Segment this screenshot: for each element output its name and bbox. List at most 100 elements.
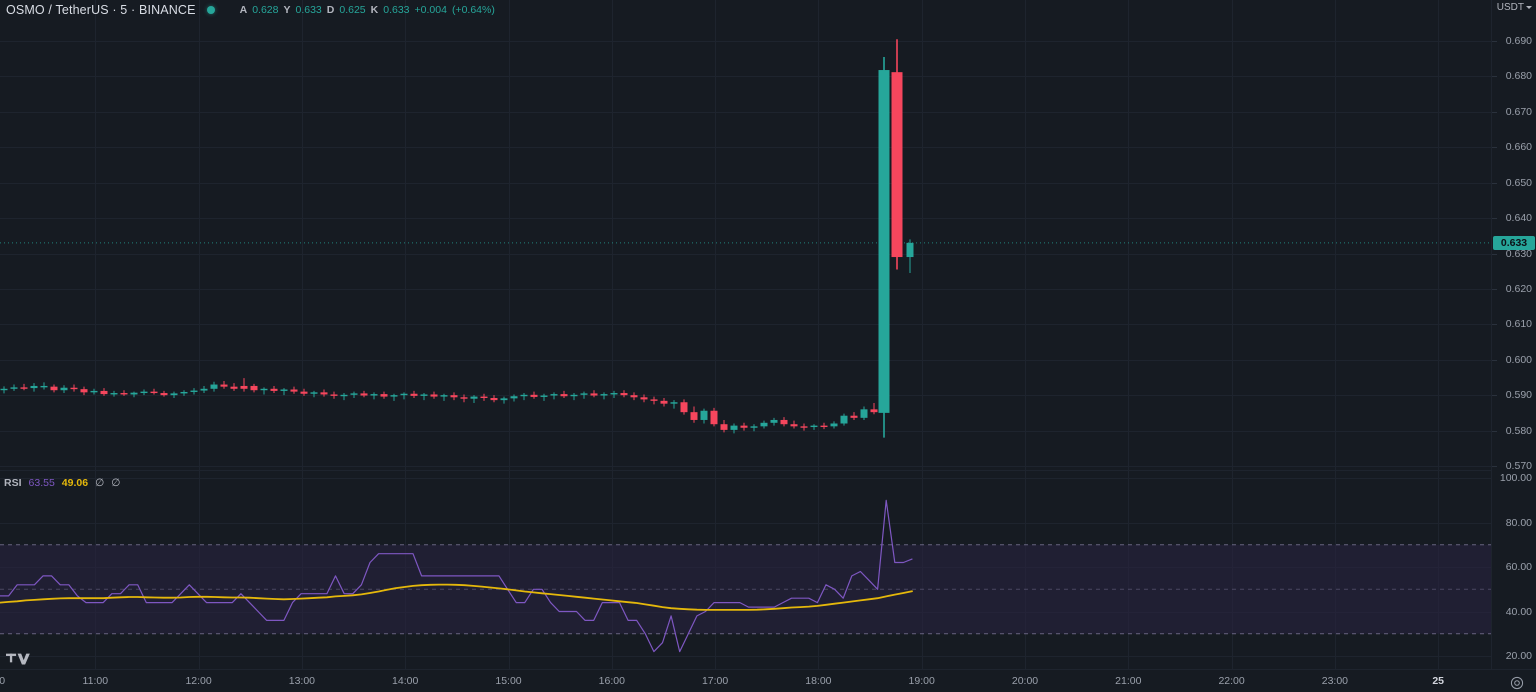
candle [20,383,28,391]
candle [300,388,308,396]
grid-line-vertical [301,0,303,470]
candle [160,390,168,397]
candle [760,420,768,429]
candle [510,394,518,402]
candle [370,392,378,400]
rsi-pane[interactable] [0,470,1492,670]
grid-line-horizontal [0,41,1492,42]
time-scale-label: 14:00 [392,675,419,687]
time-scale-label: 11:00 [82,675,109,687]
grid-line-horizontal [0,395,1492,397]
candle [500,396,508,404]
time-scale-label: 20:00 [1011,675,1039,687]
candle [906,239,914,273]
candle [190,388,198,395]
candle [280,388,288,396]
candle [430,391,438,399]
rsi-band [0,544,1492,634]
candle [440,393,448,401]
time-scale-label: 23:00 [1321,675,1349,687]
candle [850,412,858,420]
candle [470,395,478,403]
candle [420,393,428,401]
time-scale-label: 13:00 [288,675,316,687]
rsi-legend-value: 63.55 [28,477,55,489]
rsi-legend[interactable]: RSI 63.55 49.06 ∅ ∅ [4,477,120,489]
current-price-badge[interactable]: 0.633 [1493,235,1535,250]
candle [350,391,358,398]
candle [400,392,408,400]
candle [170,391,178,398]
candle [660,398,668,407]
grid-line-vertical [921,0,923,470]
grid-line-horizontal [0,359,1492,361]
price-pane[interactable] [0,0,1492,470]
candle [40,382,48,390]
rsi-scale-label: 40.00 [1505,605,1532,618]
candle [60,385,68,394]
candle [740,422,748,431]
ohlc-low-value: 0.625 [339,4,366,16]
price-scale[interactable]: USDT 0.690 0.680 0.670 0.660 0.650 0.640 0.630… [1491,0,1536,670]
candle [270,385,278,394]
candle [800,423,808,431]
candle [878,56,890,438]
change-percent: (+0.64%) [451,4,495,16]
candle [260,387,268,395]
price-scale-unit[interactable]: USDT [1497,2,1532,13]
candle [220,381,228,389]
time-scale-label: 16:00 [598,675,625,687]
grid-line-horizontal [0,430,1492,432]
candle [110,390,118,397]
candle [530,391,538,399]
time-scale-label: 12:00 [185,675,212,687]
time-scale-label: 19:00 [908,675,935,687]
candle [790,420,798,429]
candle [90,388,98,395]
pane-separator[interactable] [0,470,1536,471]
candle [480,393,488,401]
price-scale-label: 0.610 [1505,318,1532,331]
candle [550,392,558,400]
price-scale-label: 0.630 [1505,247,1532,260]
ohlc-high-value: 0.633 [295,4,322,16]
grid-line-vertical [405,0,407,470]
price-scale-label: 0.620 [1505,282,1532,295]
ohlc-open-key: A [239,4,248,16]
candle [590,390,598,398]
candle [780,417,788,427]
candle [120,390,128,396]
price-scale-label: 0.600 [1505,353,1532,366]
ohlc-open-value: 0.628 [252,4,279,16]
candle [840,413,848,426]
change-absolute: +0.004 [414,4,447,16]
candle [450,392,458,401]
candle [50,384,58,393]
candle [830,421,838,429]
rsi-scale-label: 100.00 [1499,472,1532,484]
chevron-down-icon[interactable] [1526,5,1532,9]
grid-line-horizontal [0,522,1492,524]
candle [0,386,8,394]
grid-line-vertical [1128,0,1130,470]
ohlc-close-key: K [370,4,379,16]
grid-line-horizontal [0,111,1492,113]
time-scale-label: 17:00 [701,675,729,687]
grid-line-horizontal [0,218,1492,220]
price-scale-label: 0.590 [1505,389,1532,402]
candle [330,391,338,399]
symbol-title[interactable]: OSMO / TetherUS · 5 · BINANCE [6,3,196,17]
rsi-legend-name: RSI [4,477,22,489]
tradingview-logo-icon[interactable] [6,650,32,666]
candle [150,388,158,395]
time-scale[interactable]: 10:00 11:00 12:00 13:00 14:00 15:00 16:00 17:00… [0,669,1536,692]
settings-gear-icon[interactable] [1510,676,1524,690]
grid-line-vertical [1438,0,1440,470]
price-scale-label: 0.690 [1505,35,1532,47]
candle [80,386,88,396]
candle [710,407,718,427]
rsi-scale-label: 20.00 [1505,650,1532,662]
candle [180,390,188,396]
ohlc-close-value: 0.633 [383,4,410,16]
